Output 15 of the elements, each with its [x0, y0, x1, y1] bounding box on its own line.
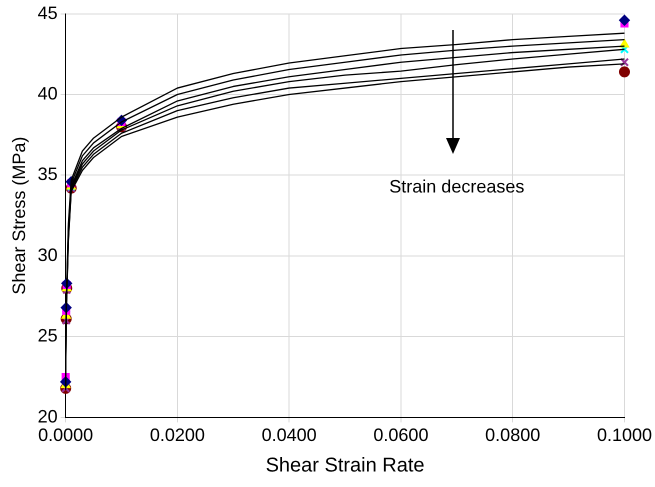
x-tick-label: 0.0400 [262, 425, 317, 446]
y-tick-label: 40 [38, 83, 58, 104]
y-tick-label: 20 [38, 406, 58, 426]
x-tick-label: 0.0000 [38, 425, 94, 446]
x-tick-label: 0.0600 [373, 425, 428, 446]
y-tick-label: 30 [38, 244, 58, 265]
x-tick-label: 0.0200 [150, 425, 205, 446]
x-tick-label: 0.0800 [485, 425, 540, 446]
y-tick-label: 25 [38, 326, 58, 346]
y-tick-label: 35 [38, 164, 58, 184]
y-tick-label: 45 [38, 2, 58, 23]
annotation: Strain decreases [389, 176, 524, 196]
x-tick-label: 0.1000 [596, 425, 652, 446]
y-axis-title: Shear Stress (MPa) [8, 136, 29, 295]
x-axis-title: Shear Strain Rate [266, 454, 425, 477]
